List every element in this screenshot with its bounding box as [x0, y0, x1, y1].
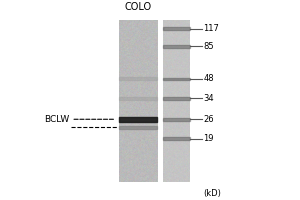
Text: COLO: COLO: [124, 2, 152, 12]
Text: 26: 26: [203, 115, 214, 124]
Text: 34: 34: [203, 94, 214, 103]
Bar: [164, 45, 190, 48]
Bar: [164, 97, 190, 100]
Text: 48: 48: [203, 74, 214, 83]
Bar: [164, 137, 190, 140]
Text: 85: 85: [203, 42, 214, 51]
Bar: [164, 27, 190, 30]
Text: 117: 117: [203, 24, 219, 33]
Bar: [119, 126, 158, 129]
Bar: [164, 118, 190, 121]
Text: BCLW: BCLW: [44, 115, 70, 124]
Text: 19: 19: [203, 134, 214, 143]
Bar: [119, 77, 158, 80]
Bar: [119, 117, 158, 122]
Bar: [164, 78, 190, 80]
Text: (kD): (kD): [203, 189, 221, 198]
Bar: [119, 97, 158, 100]
